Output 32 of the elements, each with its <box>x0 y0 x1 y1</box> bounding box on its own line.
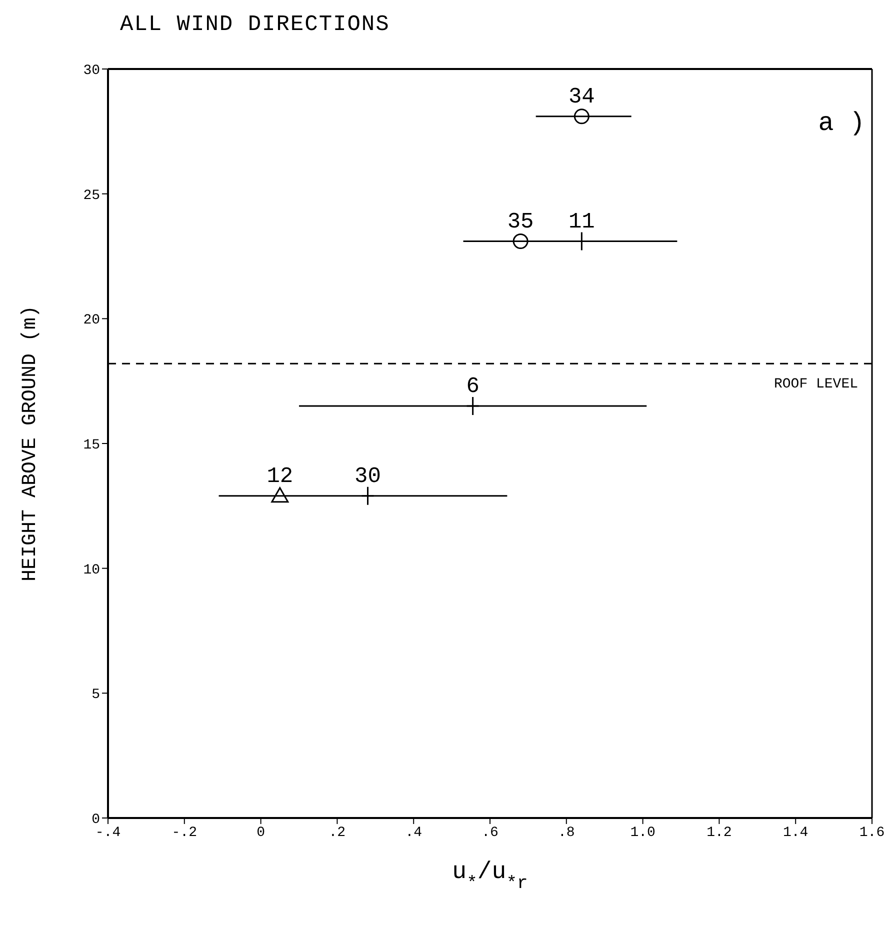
x-tick-label: 1.6 <box>859 824 885 841</box>
y-tick-label: 5 <box>92 687 100 704</box>
annotation: 30 <box>354 464 381 489</box>
x-tick-label: .4 <box>405 824 422 841</box>
point <box>361 486 375 506</box>
x-tick-label: 0 <box>256 824 266 841</box>
chart-title: ALL WIND DIRECTIONS <box>120 12 390 37</box>
x-tick-label: 1.2 <box>706 824 732 841</box>
x-axis-title: u$_{*}$/u$_{*r}$ <box>452 859 528 894</box>
y-axis-title: HEIGHT ABOVE GROUND (m) <box>19 305 42 582</box>
x-tick-label: 1.4 <box>782 824 808 841</box>
x-tick-label: .6 <box>482 824 498 841</box>
annotation: 35 <box>507 209 534 234</box>
y-tick-label: 30 <box>83 62 100 79</box>
annotation: 34 <box>568 84 595 110</box>
point <box>512 234 528 250</box>
x-tick-label: .2 <box>328 824 346 841</box>
y-tick-label: 10 <box>83 562 100 578</box>
x-tick-label: 1.0 <box>630 824 656 841</box>
y-tick-label: 25 <box>83 188 100 204</box>
annotation: 12 <box>266 464 294 489</box>
ref-line-label: ROOF LEVEL <box>774 376 858 393</box>
annotation: 6 <box>466 374 480 400</box>
y-tick-label: 20 <box>83 312 100 329</box>
point <box>574 108 590 124</box>
point <box>271 487 289 503</box>
annotation: 11 <box>568 209 595 234</box>
x-tick-label: .8 <box>558 824 575 841</box>
x-tick-label: -.2 <box>172 824 198 841</box>
point <box>466 396 480 416</box>
y-tick-label: 15 <box>83 437 100 454</box>
annotation: a ) <box>818 108 865 138</box>
